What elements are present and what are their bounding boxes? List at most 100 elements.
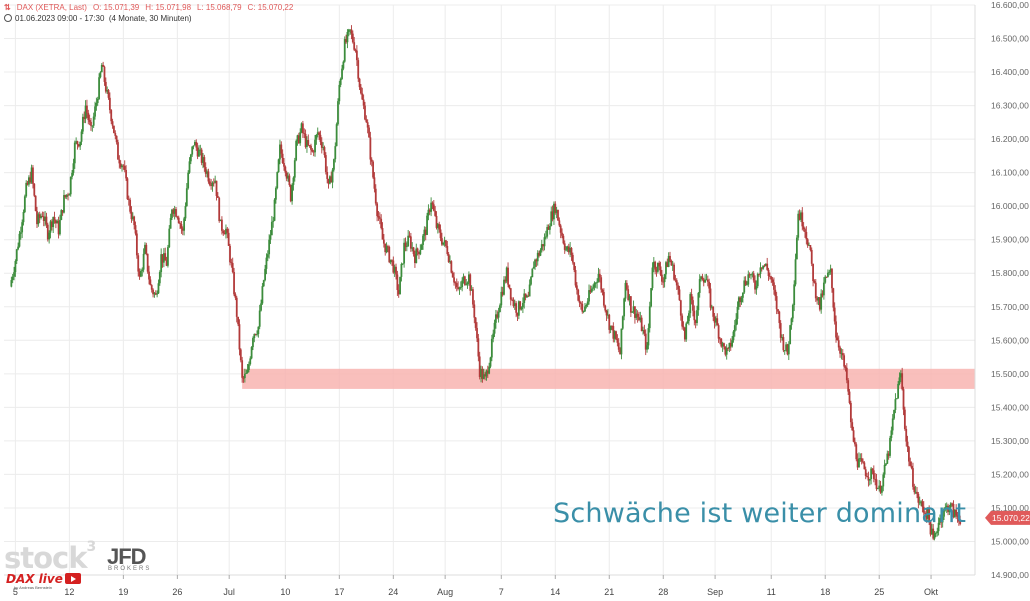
candle-body (554, 203, 557, 213)
candle-body (334, 146, 337, 160)
candle-body (72, 163, 75, 173)
candle-body (688, 313, 690, 322)
candle-body (45, 216, 48, 225)
last-price-tag: 15.070,22 (985, 510, 1030, 525)
candle-body (130, 211, 133, 220)
jfd-logo-sub: BROKERS (108, 566, 152, 572)
candle-body (790, 318, 793, 326)
candle-body (836, 337, 839, 341)
candle-body (362, 99, 365, 106)
candle-body (656, 262, 659, 272)
candle-body (343, 39, 346, 62)
x-tick-label: 19 (118, 587, 128, 597)
candle-body (497, 311, 500, 318)
candle-body (866, 475, 868, 478)
candle-body (855, 444, 858, 460)
candle-body (647, 328, 650, 346)
candle-body (773, 282, 775, 290)
candle-body (501, 291, 504, 295)
candle-body (64, 195, 67, 198)
y-tick-label: 16.500,00 (991, 34, 1029, 44)
candle-body (636, 313, 639, 317)
jfd-logo: JFD (107, 544, 147, 569)
candle-body (424, 229, 427, 235)
candle-body (229, 245, 231, 263)
candle-body (472, 289, 474, 305)
x-tick-label: 26 (172, 587, 182, 597)
candle-body (778, 311, 781, 324)
candle-body (956, 515, 959, 517)
candle-body (61, 210, 64, 213)
candle-body (484, 374, 487, 377)
candle-body (198, 149, 200, 157)
candle-body (912, 468, 914, 487)
candle-body (392, 260, 395, 273)
y-tick-label: 16.200,00 (991, 134, 1029, 144)
candle-body (677, 285, 680, 290)
candle-body (46, 224, 49, 240)
candle-body (149, 279, 152, 286)
candle-body (87, 112, 90, 121)
candle-body (91, 125, 94, 127)
candle-body (832, 288, 835, 308)
candle-body (889, 437, 891, 456)
candle-body (555, 209, 558, 213)
candle-body (384, 243, 387, 253)
candle-body (297, 135, 300, 144)
candle-body (239, 349, 242, 361)
candle-body (913, 486, 916, 493)
candle-body (760, 267, 763, 269)
candle-body (431, 202, 434, 205)
candle-body (216, 196, 219, 198)
candle-body (115, 135, 118, 143)
candle-body (646, 345, 648, 350)
candle-body (585, 305, 588, 307)
candle-body (248, 364, 250, 370)
candle-body (443, 240, 446, 243)
candle-body (418, 251, 420, 255)
candle-body (323, 147, 326, 156)
candle-body (859, 458, 862, 460)
candle-body (434, 210, 437, 216)
candle-body (854, 441, 856, 445)
candle-body (639, 317, 642, 321)
candle-body (615, 331, 617, 340)
candle-body (894, 399, 897, 410)
candle-body (36, 211, 38, 225)
candle-body (419, 249, 422, 255)
candle-body (226, 228, 229, 233)
candle-body (596, 281, 599, 283)
candle-body (296, 135, 299, 141)
candle-body (322, 147, 325, 148)
candle-body (791, 305, 794, 319)
candle-body (468, 274, 470, 283)
candle-body (841, 353, 844, 356)
candle-body (739, 297, 742, 303)
x-tick-label: 18 (820, 587, 830, 597)
candle-body (142, 253, 145, 270)
candle-body (642, 330, 644, 331)
candle-body (405, 246, 408, 248)
candle-body (404, 242, 407, 247)
candle-body (92, 116, 95, 126)
candle-body (446, 246, 449, 255)
candle-body (65, 194, 68, 198)
candle-body (34, 195, 37, 212)
candle-body (223, 233, 226, 235)
candle-body (746, 284, 748, 286)
candle-body (918, 502, 921, 504)
candle-body (521, 303, 524, 308)
candle-body (523, 293, 526, 304)
candle-body (357, 60, 360, 79)
candle-body (80, 131, 83, 142)
candle-body (582, 311, 585, 313)
candle-body (234, 294, 237, 298)
candle-body (868, 478, 871, 481)
candle-body (466, 282, 469, 285)
candle-body (770, 276, 773, 280)
candle-body (160, 254, 163, 273)
candle-body (11, 276, 14, 281)
candle-body (553, 203, 555, 220)
candle-body (921, 501, 924, 507)
candle-body (264, 268, 266, 281)
